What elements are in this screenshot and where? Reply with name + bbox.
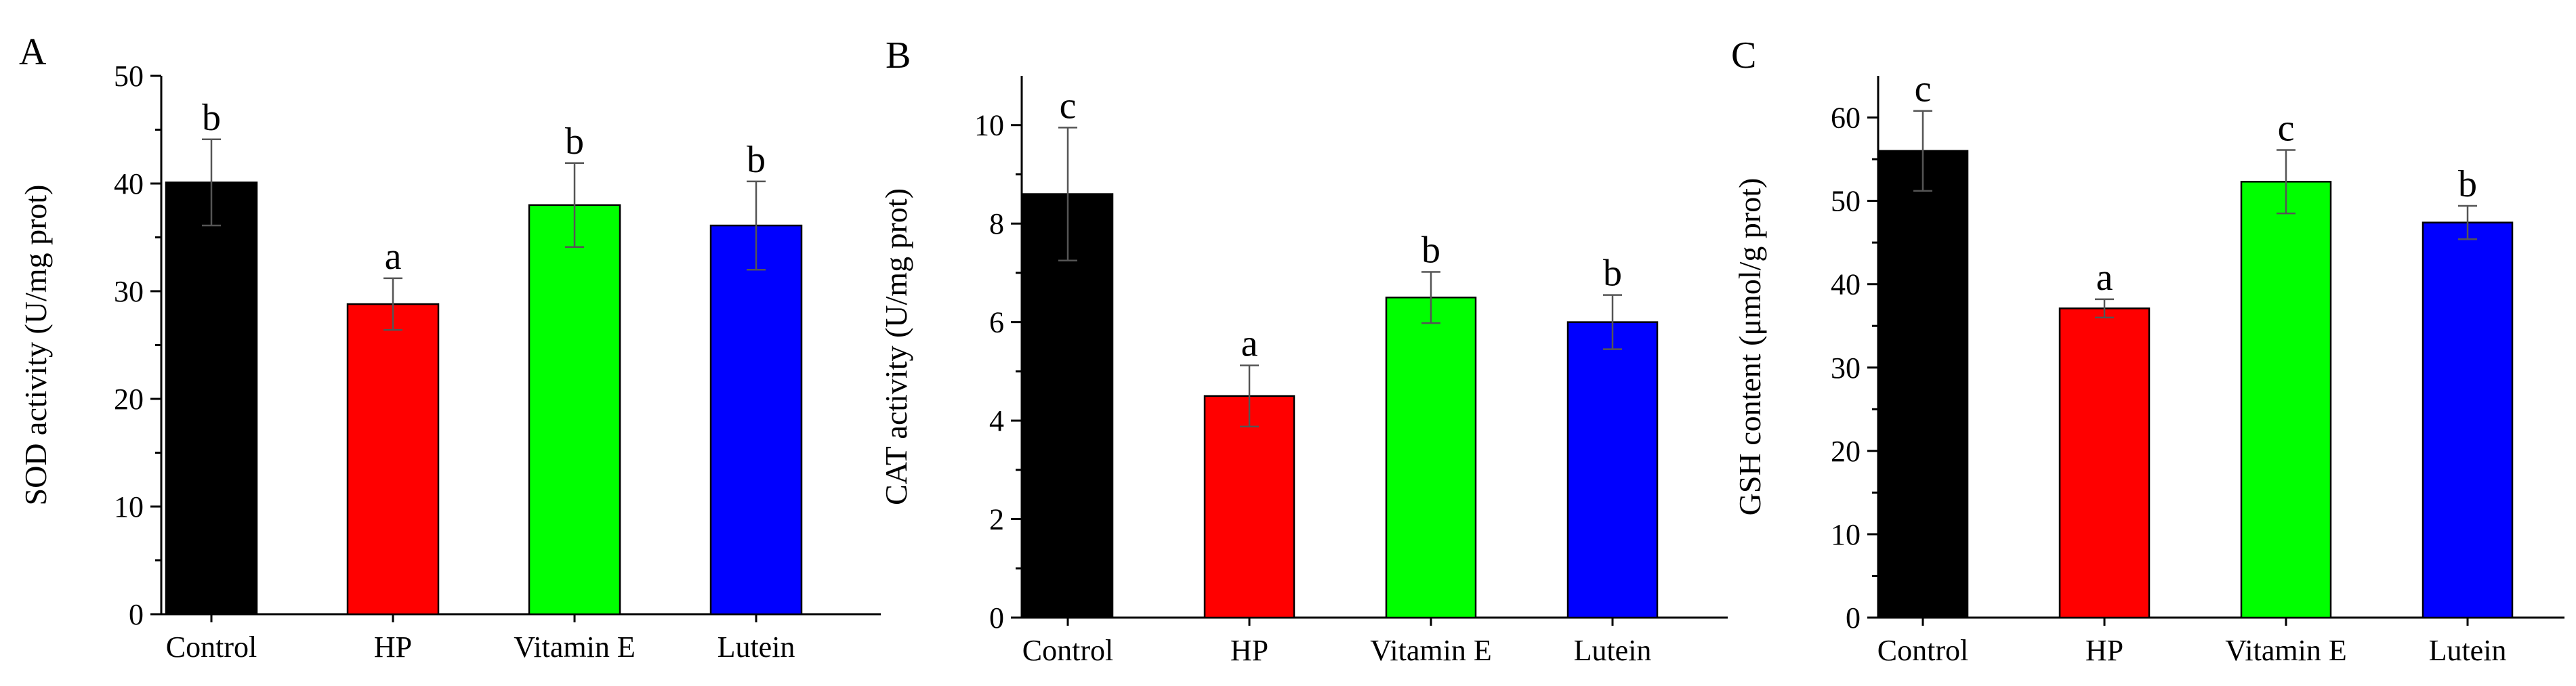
x-tick-label: Vitamin E [1370, 634, 1491, 667]
y-tick-label: 0 [129, 598, 144, 631]
bar [2422, 221, 2514, 619]
y-tick-label: 8 [989, 207, 1004, 240]
panel-label: B [886, 35, 911, 77]
y-tick-label: 10 [114, 490, 144, 523]
y-tick-label: 40 [1831, 268, 1861, 301]
panel-label: C [1731, 35, 1756, 77]
bar [1385, 297, 1477, 619]
x-tick-label: Vitamin E [514, 630, 635, 664]
significance-letter: b [747, 139, 766, 181]
x-tick-label: Control [1022, 634, 1113, 667]
bar [2240, 181, 2332, 619]
bar [1203, 395, 1295, 619]
x-tick-label: Lutein [718, 630, 795, 664]
y-tick-label: 20 [1831, 435, 1861, 468]
y-axis-label: SOD activity (U/mg prot) [18, 185, 53, 506]
y-tick-label: 50 [1831, 185, 1861, 218]
significance-letter: b [1421, 229, 1440, 271]
x-tick-label: Lutein [2429, 634, 2507, 667]
y-tick-label: 10 [974, 109, 1004, 142]
x-tick-label: Control [166, 630, 257, 664]
y-tick-label: 10 [1831, 518, 1861, 551]
x-tick-label: HP [2085, 634, 2123, 667]
y-tick-label: 2 [989, 503, 1004, 536]
x-tick-label: Control [1877, 634, 1968, 667]
significance-letter: a [385, 236, 402, 278]
significance-letter: b [1603, 253, 1622, 295]
bar [165, 181, 258, 616]
y-tick-label: 4 [989, 404, 1004, 437]
significance-letter: a [1241, 323, 1258, 365]
y-tick-label: 30 [1831, 351, 1861, 385]
chart-panel-c: C 0 10 20 30 40 50 60 GSH content (μmol/g prot) c… [1731, 35, 2564, 667]
bar [1022, 193, 1114, 619]
x-tick-label: HP [374, 630, 412, 664]
y-axis-label: CAT activity (U/mg prot) [879, 188, 913, 505]
significance-letter: a [2096, 257, 2113, 299]
y-tick-label: 20 [114, 383, 144, 416]
bar [1877, 150, 1969, 619]
significance-letter: c [1915, 68, 1932, 110]
y-tick-label: 40 [114, 167, 144, 200]
bar [2058, 307, 2151, 619]
chart-panel-b: B 0 2 4 6 8 10 CAT activity (U/mg prot) c Control… [879, 35, 1728, 667]
y-tick-label: 6 [989, 306, 1004, 339]
y-tick-label: 60 [1831, 102, 1861, 135]
y-tick-label: 0 [989, 601, 1004, 635]
bar [346, 303, 440, 616]
y-axis-label: GSH content (μmol/g prot) [1732, 178, 1767, 516]
panel-label: A [19, 31, 47, 73]
bar [1566, 321, 1659, 619]
significance-letter: c [1060, 85, 1077, 127]
x-tick-label: Vitamin E [2225, 634, 2346, 667]
significance-letter: b [565, 121, 584, 163]
significance-letter: b [2458, 163, 2477, 205]
x-tick-label: Lutein [1574, 634, 1652, 667]
significance-letter: c [2278, 108, 2295, 150]
chart-panel-a: A 0 10 20 30 40 50 SOD activity (U/mg prot) b Con… [18, 31, 881, 664]
x-tick-label: HP [1230, 634, 1268, 667]
y-tick-label: 0 [1846, 601, 1861, 635]
y-tick-label: 30 [114, 275, 144, 308]
bar [709, 224, 803, 616]
y-tick-label: 50 [114, 60, 144, 93]
significance-letter: b [202, 97, 221, 139]
bar [528, 204, 621, 616]
